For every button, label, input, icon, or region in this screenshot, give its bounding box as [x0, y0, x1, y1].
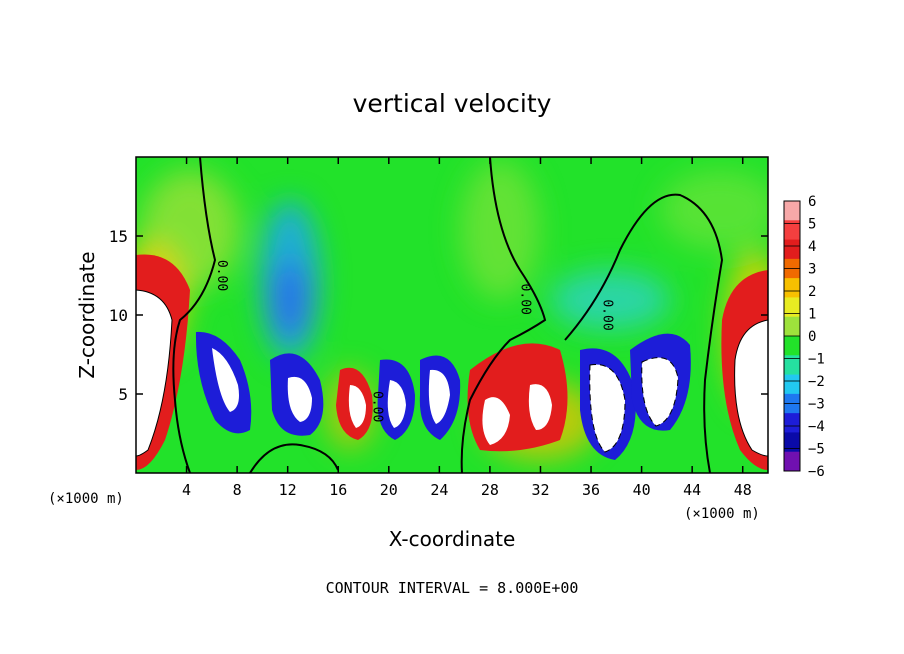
contour-labels: 0.00 0.00 0.00 0.00 [214, 260, 615, 422]
x-tick-label: 28 [481, 481, 499, 499]
colorbar-tick-label: −4 [808, 419, 825, 435]
colorbar-swatch [784, 451, 800, 472]
zero-contour [460, 157, 547, 473]
colorbar-swatch [784, 316, 800, 337]
y-tick-label: 15 [109, 227, 128, 246]
colorbar-swatch [784, 374, 800, 395]
velocity-field [136, 157, 768, 473]
x-tick-label: 20 [380, 481, 398, 499]
x-axis-label: X-coordinate [389, 527, 516, 551]
colorbar-tick-label: 6 [808, 194, 816, 210]
colorbar-swatch [784, 239, 800, 260]
colorbar: 6 5 4 3 2 1 0 −1 −2 −3 −4 −5 −6 [783, 194, 825, 480]
colorbar-tick-label: −5 [808, 442, 825, 458]
plot-area: 0.00 0.00 0.00 0.00 [135, 156, 769, 474]
x-tick-label: 40 [633, 481, 651, 499]
colorbar-tick-label: 3 [808, 262, 816, 278]
colorbar-swatch [784, 297, 800, 318]
x-tick-label: 44 [683, 481, 701, 499]
colorbar-tick-label: −6 [808, 464, 825, 480]
zero-contour [172, 157, 217, 473]
colorbar-swatch [784, 413, 800, 433]
x-tick-label: 36 [582, 481, 600, 499]
contour-label: 0.00 [600, 299, 615, 330]
x-axis: 4 8 12 16 20 24 28 32 36 40 44 48 [182, 157, 752, 499]
colorbar-swatch [784, 220, 800, 241]
colorbar-tick-label: −1 [808, 352, 825, 368]
zero-contour [249, 443, 339, 473]
x-unit-right: (×1000 m) [684, 506, 760, 522]
contour-label: 0.00 [518, 284, 533, 315]
x-unit-left: (×1000 m) [48, 491, 124, 507]
chart-title: vertical velocity [353, 89, 552, 118]
y-tick-label: 5 [118, 385, 128, 404]
y-axis-label: Z-coordinate [75, 251, 99, 378]
contour-label: 0.00 [214, 260, 229, 291]
colorbar-tick-label: 5 [808, 217, 816, 233]
colorbar-swatch [784, 432, 800, 453]
colorbar-swatch [784, 201, 800, 221]
x-tick-label: 4 [182, 481, 191, 499]
colorbar-swatch [784, 355, 800, 376]
x-tick-label: 16 [329, 481, 347, 499]
zero-contour [564, 193, 724, 473]
contour-interval-footer: CONTOUR INTERVAL = 8.000E+00 [326, 579, 579, 597]
colorbar-tick-label: −2 [808, 374, 825, 390]
x-tick-label: 8 [233, 481, 242, 499]
colorbar-tick-label: 4 [808, 239, 816, 255]
colorbar-tick-label: 1 [808, 307, 816, 323]
y-tick-label: 10 [109, 306, 128, 325]
colorbar-swatch [784, 278, 800, 298]
y-axis: 5 10 15 [109, 227, 768, 404]
x-tick-label: 12 [279, 481, 297, 499]
colorbar-swatch [784, 336, 800, 356]
colorbar-tick-label: 0 [808, 329, 816, 345]
colorbar-tick-label: −3 [808, 397, 825, 413]
x-tick-label: 24 [430, 481, 448, 499]
colorbar-tick-label: 2 [808, 284, 816, 300]
x-tick-label: 32 [531, 481, 549, 499]
x-tick-label: 48 [734, 481, 752, 499]
contour-label: 0.00 [370, 391, 385, 422]
